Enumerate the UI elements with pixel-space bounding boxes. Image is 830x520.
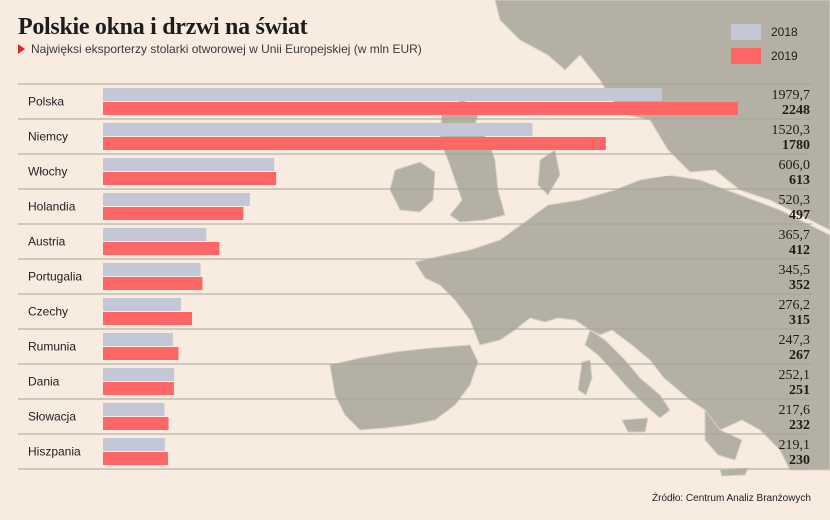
bar-2019 (103, 137, 606, 150)
value-label-2018: 252,1 (779, 368, 811, 383)
bar-2019 (103, 382, 174, 395)
bar-2019 (103, 277, 203, 290)
legend: 2018 2019 (731, 24, 798, 72)
legend-swatch-2018 (731, 24, 761, 40)
category-label: Słowacja (28, 410, 76, 424)
value-label-2019: 613 (789, 173, 810, 188)
value-label-2019: 267 (789, 348, 810, 363)
value-label-2019: 232 (789, 418, 810, 433)
value-label-2018: 606,0 (779, 158, 811, 173)
category-label: Austria (28, 235, 66, 249)
legend-item-2019: 2019 (731, 48, 798, 64)
value-label-2019: 2248 (782, 103, 810, 118)
category-label: Włochy (28, 165, 67, 179)
bar-2019 (103, 452, 168, 465)
bar-2018 (103, 263, 201, 276)
bar-2019 (103, 312, 192, 325)
category-label: Dania (28, 375, 60, 389)
category-label: Czechy (28, 305, 68, 319)
bar-2018 (103, 123, 533, 136)
category-label: Niemcy (28, 130, 68, 144)
bar-2019 (103, 347, 179, 360)
category-label: Polska (28, 95, 64, 109)
legend-label-2018: 2018 (771, 25, 798, 39)
value-label-2019: 497 (789, 208, 810, 223)
bar-2018 (103, 158, 275, 171)
legend-item-2018: 2018 (731, 24, 798, 40)
value-label-2019: 352 (789, 278, 810, 293)
value-label-2019: 251 (789, 383, 810, 398)
category-label: Hiszpania (28, 445, 81, 459)
bar-2019 (103, 417, 169, 430)
source-note: Źródło: Centrum Analiz Branżowych (652, 493, 811, 504)
category-label: Holandia (28, 200, 76, 214)
bar-2018 (103, 438, 165, 451)
bar-2018 (103, 193, 250, 206)
bar-2019 (103, 102, 738, 115)
category-label: Rumunia (28, 340, 76, 354)
bar-2018 (103, 298, 182, 311)
bar-2019 (103, 242, 220, 255)
bar-2019 (103, 172, 277, 185)
chart-subtitle: Najwięksi eksporterzy stolarki otworowej… (18, 42, 422, 56)
value-label-2018: 1520,3 (772, 123, 811, 138)
value-label-2018: 276,2 (779, 298, 811, 313)
value-label-2018: 365,7 (779, 228, 811, 243)
value-label-2018: 1979,7 (772, 88, 811, 103)
category-label: Portugalia (28, 270, 82, 284)
bar-2018 (103, 403, 165, 416)
red-triangle-icon (18, 44, 25, 54)
bar-2018 (103, 228, 207, 241)
value-label-2019: 315 (789, 313, 810, 328)
chart-subtitle-text: Najwięksi eksporterzy stolarki otworowej… (31, 42, 422, 56)
value-label-2019: 1780 (782, 138, 810, 153)
legend-label-2019: 2019 (771, 49, 798, 63)
value-label-2018: 219,1 (779, 438, 811, 453)
value-label-2019: 412 (789, 243, 810, 258)
chart-title: Polskie okna i drzwi na świat (18, 14, 308, 40)
value-label-2019: 230 (789, 453, 810, 468)
bar-2018 (103, 88, 663, 101)
legend-swatch-2019 (731, 48, 761, 64)
value-label-2018: 520,3 (779, 193, 811, 208)
value-label-2018: 345,5 (779, 263, 811, 278)
bar-2019 (103, 207, 244, 220)
value-label-2018: 217,6 (779, 403, 811, 418)
bar-2018 (103, 333, 173, 346)
value-label-2018: 247,3 (779, 333, 811, 348)
bar-2018 (103, 368, 175, 381)
